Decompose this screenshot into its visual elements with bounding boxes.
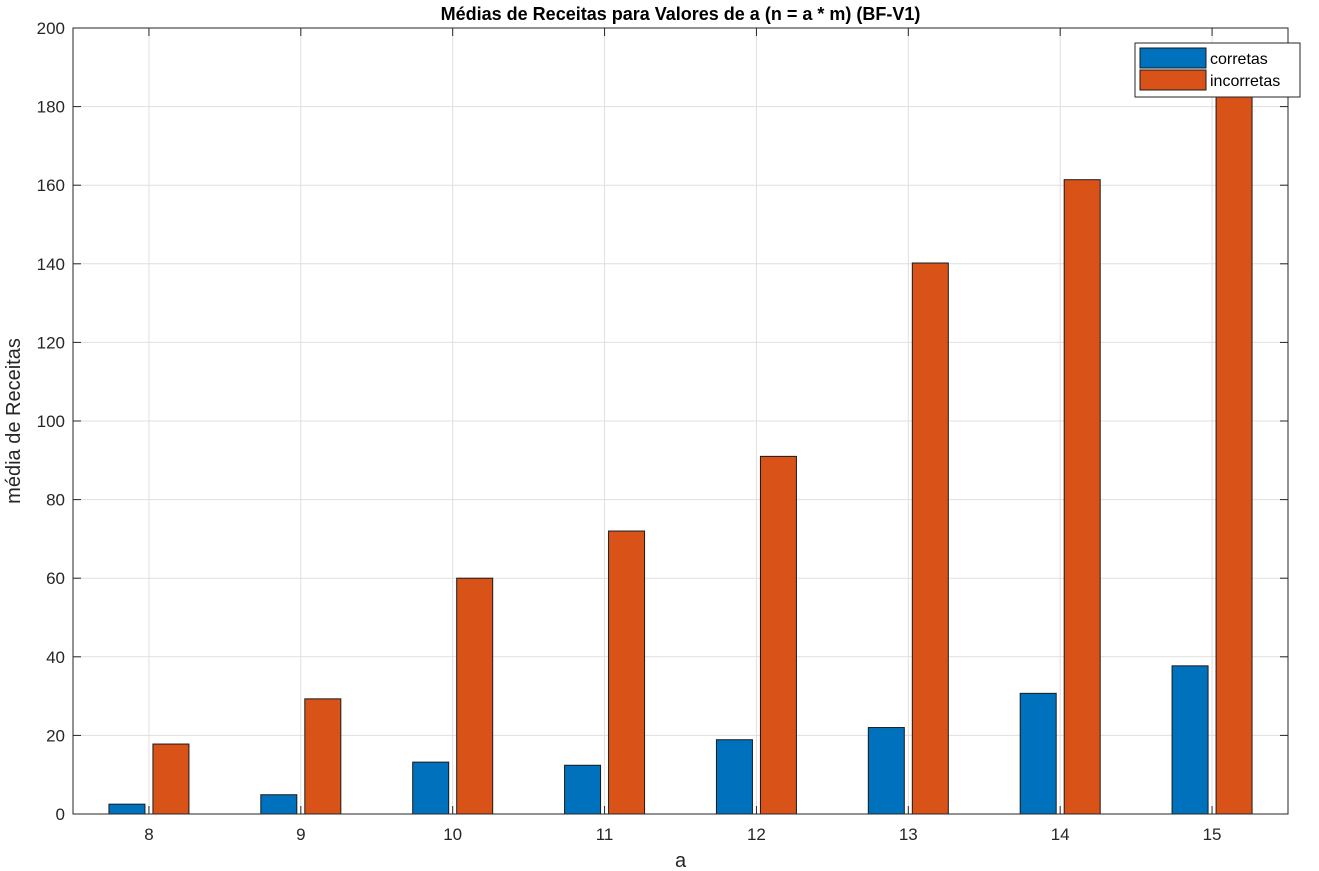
legend-label-incorretas: incorretas [1210, 73, 1280, 90]
legend-label-corretas: corretas [1210, 51, 1268, 68]
y-axis-label: média de Receitas [3, 338, 25, 504]
bar-corretas-8 [108, 803, 146, 815]
legend-swatch-corretas [1139, 47, 1207, 69]
bar-incorretas-15 [1215, 86, 1253, 815]
y-tick-label: 120 [37, 333, 65, 352]
y-tick-label: 0 [56, 805, 65, 824]
y-tick-label: 160 [37, 176, 65, 195]
chart-title: Médias de Receitas para Valores de a (n … [441, 4, 921, 24]
bar-corretas-11 [564, 764, 602, 815]
bar-incorretas-12 [759, 455, 797, 815]
y-tick-label: 100 [37, 412, 65, 431]
bar-incorretas-8 [152, 743, 190, 815]
x-tick-label: 12 [747, 825, 766, 844]
bar-corretas-15 [1171, 665, 1209, 815]
x-tick-label: 13 [899, 825, 918, 844]
x-tick-label: 11 [596, 825, 614, 844]
legend: corretas incorretas [1134, 42, 1301, 98]
y-tick-label: 60 [46, 569, 65, 588]
y-tick-label: 140 [37, 255, 65, 274]
bar-corretas-12 [715, 739, 753, 815]
x-tick-label: 9 [296, 825, 305, 844]
bar-incorretas-10 [456, 577, 494, 815]
x-tick-label: 15 [1203, 825, 1222, 844]
x-axis-label: a [675, 850, 687, 871]
y-tick-label: 40 [46, 648, 65, 667]
bar-corretas-9 [260, 794, 298, 815]
axis-ticks: 0 20 40 60 80 100 120 140 160 180 200 8 9 10 11 12 13 14 1… [37, 19, 1288, 844]
bar-incorretas-14 [1063, 179, 1101, 815]
bar-corretas-10 [412, 761, 450, 815]
y-tick-label: 20 [46, 726, 65, 745]
x-tick-label: 8 [144, 825, 153, 844]
x-tick-label: 14 [1051, 825, 1070, 844]
bar-incorretas-11 [608, 530, 646, 815]
bar-corretas-13 [867, 727, 905, 815]
bars [108, 86, 1253, 815]
bar-corretas-14 [1019, 692, 1057, 815]
y-tick-label: 180 [37, 98, 65, 117]
y-tick-label: 80 [46, 491, 65, 510]
bar-incorretas-9 [304, 698, 342, 815]
legend-swatch-incorretas [1139, 69, 1207, 91]
x-tick-label: 10 [443, 825, 462, 844]
y-tick-label: 200 [37, 19, 65, 38]
bar-incorretas-13 [911, 262, 949, 815]
grid-lines [73, 27, 1288, 815]
